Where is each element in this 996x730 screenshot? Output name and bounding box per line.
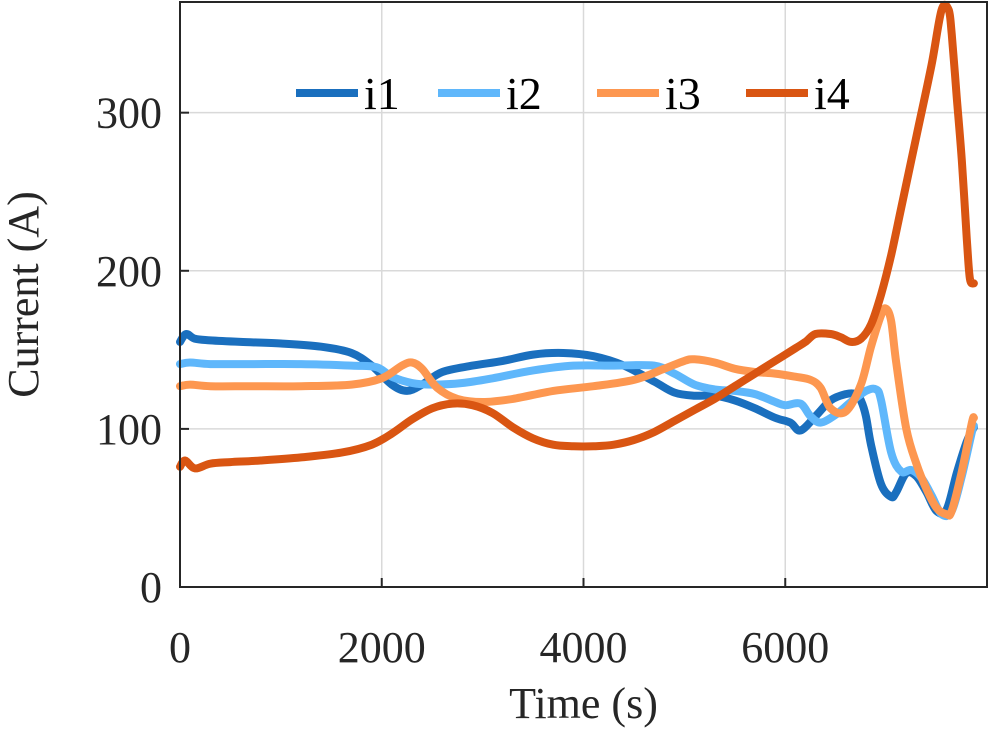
grid	[180, 2, 987, 587]
y-tick-label: 300	[96, 89, 162, 138]
x-ticks: 0 2000 4000 6000	[169, 578, 829, 672]
series-line-i1	[176, 329, 978, 518]
x-tick-label: 6000	[741, 623, 829, 672]
x-tick-label: 4000	[540, 623, 628, 672]
y-tick-label: 0	[140, 563, 162, 612]
series-line-i3	[176, 304, 978, 520]
y-tick-label: 200	[96, 247, 162, 296]
x-tick-label: 2000	[338, 623, 426, 672]
legend-label-i3: i3	[665, 68, 701, 119]
y-axis-label: Current (A)	[0, 191, 48, 398]
legend-label-i2: i2	[506, 68, 542, 119]
legend-label-i1: i1	[364, 68, 400, 119]
x-tick-label: 0	[169, 623, 191, 672]
x-axis-label: Time (s)	[509, 679, 658, 728]
series-line-i4	[176, 0, 978, 473]
y-ticks: 0 100 200 300	[96, 89, 189, 612]
legend: i1 i2 i3 i4	[296, 68, 850, 119]
legend-label-i4: i4	[814, 68, 850, 119]
y-tick-label: 100	[96, 405, 162, 454]
series-layer	[176, 0, 978, 521]
